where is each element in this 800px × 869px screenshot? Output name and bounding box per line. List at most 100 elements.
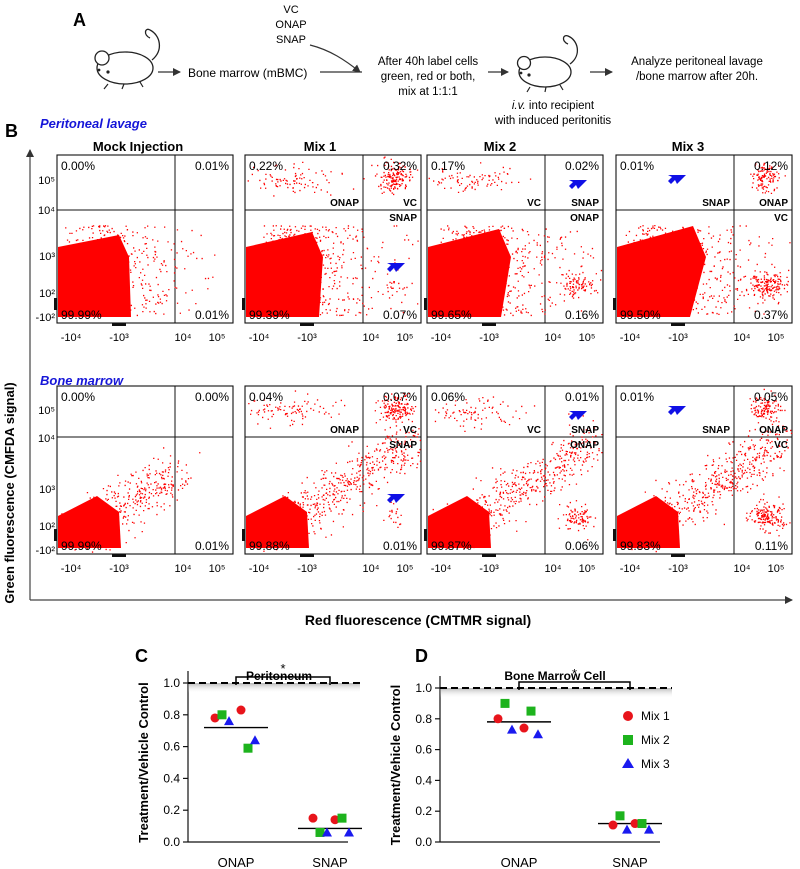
x-tick-label: -10³ <box>668 332 688 344</box>
quadrant-percent-ll: 99.65% <box>431 308 472 322</box>
step-analyze-line-1: Analyze peritoneal lavage <box>631 56 763 68</box>
main-population <box>617 496 680 548</box>
chart-y-tick-label: 1.0 <box>163 676 180 690</box>
chart-y-tick-label: 0.2 <box>163 803 180 817</box>
y-tick-labels-bottom: 10⁵ 10⁴ 10³ 10² -10² <box>35 405 55 557</box>
quadrant-tag-upper-right: ONAP <box>759 425 788 436</box>
quadrant-percent-lr: 0.11% <box>755 539 788 553</box>
highlight-arrow-icon <box>569 411 587 420</box>
significance-bracket <box>235 676 331 685</box>
point-mix-2 <box>337 813 347 823</box>
legend-label-mix-1: Mix 1 <box>641 709 670 723</box>
legend-marker-mix-1 <box>623 711 633 721</box>
chart-y-tick-label: 0.0 <box>163 835 180 849</box>
quadrant-tag-lower-right: VC <box>774 440 788 451</box>
point-mix-3 <box>507 724 517 734</box>
point-mix-3 <box>250 735 260 745</box>
chart-y-tick-label: 0.2 <box>415 804 432 818</box>
x-tick-label: -10³ <box>109 332 129 344</box>
treatment-arrow <box>309 44 361 73</box>
quadrant-percent-ll: 99.87% <box>431 539 472 553</box>
axis-break-mark <box>671 323 685 326</box>
quadrant-tag-lower-right: VC <box>774 213 788 224</box>
donor-mouse-icon <box>94 28 160 90</box>
significance-star: * <box>572 666 577 681</box>
point-mix-2 <box>315 827 325 837</box>
axis-break-mark <box>671 554 685 557</box>
step-analyze-line-2: /bone marrow after 20h. <box>636 71 758 83</box>
quadrant-percent-ul: 0.04% <box>249 390 283 404</box>
flow-plot-peritoneal-2: 0.22% 0.32% 99.39% 0.07% ONAP VC SNAP -10⁴ -10³ 1… <box>242 154 422 344</box>
flow-plot-peritoneal-3: 0.17% 0.02% 99.65% 0.16% VC SNAP ONAP -10⁴ -10³ 1… <box>424 154 604 344</box>
x-tick-labels: -10⁴ -10³ 10⁴ 10⁵ <box>249 332 414 344</box>
chart-y-tick-label: 0.4 <box>415 773 432 787</box>
x-tick-label: 10⁴ <box>545 563 562 575</box>
quadrant-tag-lower-right: ONAP <box>570 213 599 224</box>
quadrant-percent-ul: 0.01% <box>620 159 654 173</box>
highlight-arrow-icon <box>569 180 587 189</box>
chart-category-label: ONAP <box>501 855 538 869</box>
x-tick-label: 10⁴ <box>175 563 192 575</box>
quadrant-tag-upper-right: VC <box>403 198 417 209</box>
flow-plot-peritoneal-1: 0.00% 0.01% 99.99% 0.01% -10⁴ -10³ 10⁴ 10⁵ <box>54 154 234 344</box>
x-tick-label: 10⁵ <box>768 563 785 575</box>
chart-y-tick-label: 0.8 <box>163 708 180 722</box>
highlight-arrow-icon <box>387 263 405 272</box>
panel-d-label: D <box>415 646 428 666</box>
x-tick-label: -10⁴ <box>620 332 641 344</box>
y-tick: 10⁵ <box>38 175 55 187</box>
y-tick: -10² <box>35 545 55 557</box>
main-population <box>58 235 131 317</box>
panel-d: D Bone Marrow Cell Treatment/Vehicle Cont… <box>388 646 672 869</box>
significance-star: * <box>280 661 285 676</box>
axis-break-mark <box>54 298 57 310</box>
point-mix-1 <box>210 713 220 723</box>
quadrant-percent-ur: 0.32% <box>383 159 417 173</box>
quadrant-percent-ll: 99.99% <box>61 539 102 553</box>
x-tick-label: 10⁵ <box>209 332 226 344</box>
y-tick: 10² <box>39 521 55 533</box>
quadrant-percent-ur: 0.01% <box>565 390 599 404</box>
quadrant-percent-ur: 0.01% <box>195 159 229 173</box>
quadrant-tag-upper-right: SNAP <box>571 425 599 436</box>
x-tick-label: 10⁴ <box>545 332 562 344</box>
quadrant-percent-lr: 0.16% <box>565 308 599 322</box>
chart-y-tick-label: 1.0 <box>415 681 432 695</box>
x-tick-labels: -10⁴ -10³ 10⁴ 10⁵ <box>431 563 596 575</box>
x-tick-label: -10⁴ <box>249 563 270 575</box>
axis-break-mark <box>424 529 427 541</box>
axis-break-mark <box>112 554 126 557</box>
quadrant-percent-lr: 0.01% <box>195 539 229 553</box>
quadrant-tag-upper-left: VC <box>527 425 541 436</box>
x-tick-label: 10⁵ <box>397 563 414 575</box>
point-mix-3 <box>622 824 632 834</box>
axis-break-mark <box>613 529 616 541</box>
panel-a: A Bone marrow (mBMC) VC ONAP SNAP After … <box>73 4 763 127</box>
row-label-bone-marrow: Bone marrow <box>40 373 124 388</box>
x-tick-label: -10³ <box>479 332 499 344</box>
chart-category-label: SNAP <box>312 855 347 869</box>
quadrant-tag-lower-right: ONAP <box>570 440 599 451</box>
x-tick-labels: -10⁴ -10³ 10⁴ 10⁵ <box>61 332 226 344</box>
quadrant-percent-lr: 0.06% <box>565 539 599 553</box>
x-tick-label: 10⁴ <box>175 332 192 344</box>
chart-category-label: SNAP <box>612 855 647 869</box>
significance-bracket <box>518 681 631 690</box>
step-iv-label: i.v. into recipient <box>512 100 595 112</box>
point-mix-3 <box>224 716 234 726</box>
x-axis-label: Red fluorescence (CMTMR signal) <box>305 612 531 628</box>
axis-break-mark <box>300 323 314 326</box>
quadrant-percent-lr: 0.01% <box>383 539 417 553</box>
quadrant-percent-lr: 0.37% <box>754 308 788 322</box>
y-tick: 10² <box>39 288 55 300</box>
point-mix-1 <box>236 705 246 715</box>
chart-category-label: ONAP <box>218 855 255 869</box>
x-tick-label: -10⁴ <box>249 332 270 344</box>
panel-b-label: B <box>5 121 18 141</box>
x-tick-label: -10⁴ <box>61 332 82 344</box>
column-title-mix-1: Mix 1 <box>304 139 337 154</box>
legend-marker-mix-3 <box>622 758 634 768</box>
point-mix-2 <box>526 706 536 716</box>
event-dots <box>248 390 422 552</box>
axis-break-mark <box>424 298 427 310</box>
